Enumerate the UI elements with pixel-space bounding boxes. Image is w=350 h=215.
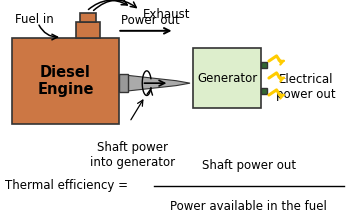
FancyBboxPatch shape	[261, 62, 267, 68]
Text: Electrical
power out: Electrical power out	[276, 73, 336, 101]
FancyBboxPatch shape	[194, 48, 261, 108]
Text: Shaft power out: Shaft power out	[202, 159, 296, 172]
FancyBboxPatch shape	[12, 38, 119, 124]
Polygon shape	[128, 75, 190, 91]
Text: Fuel in: Fuel in	[15, 13, 54, 26]
Text: Thermal efficiency =: Thermal efficiency =	[5, 179, 132, 192]
Text: Shaft power
into generator: Shaft power into generator	[90, 141, 175, 169]
FancyBboxPatch shape	[80, 13, 96, 22]
FancyBboxPatch shape	[261, 88, 267, 94]
FancyBboxPatch shape	[119, 74, 128, 92]
Text: Power available in the fuel: Power available in the fuel	[170, 200, 327, 213]
Text: Diesel
Engine: Diesel Engine	[37, 65, 94, 97]
Text: Exhaust: Exhaust	[143, 8, 191, 21]
Text: Generator: Generator	[197, 72, 257, 84]
FancyBboxPatch shape	[76, 22, 100, 38]
Text: Power out: Power out	[121, 14, 180, 27]
